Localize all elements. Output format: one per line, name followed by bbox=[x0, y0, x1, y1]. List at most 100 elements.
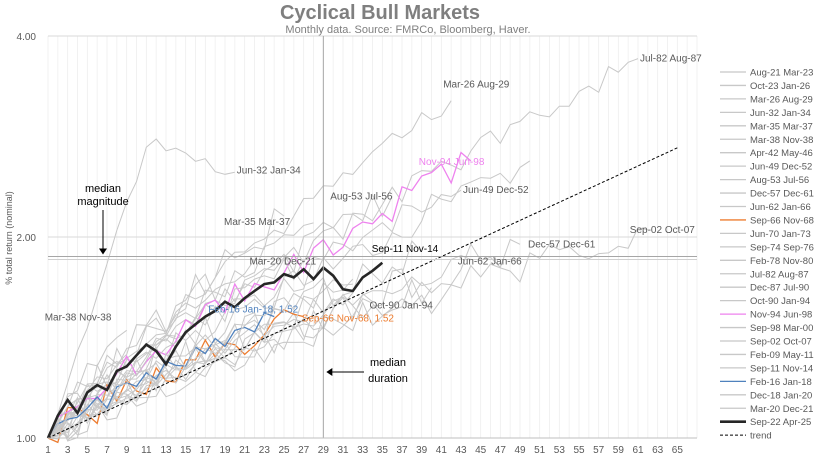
series-end-label: Jun-32 Jan-34 bbox=[237, 165, 301, 176]
median-duration-label: duration bbox=[368, 373, 408, 385]
legend-entry-label: Feb-16 Jan-18 bbox=[750, 377, 812, 388]
legend: Aug-21 Mar-23 Oct-23 Jan-26 Mar-26 Aug-29 J… bbox=[720, 68, 814, 442]
legend-entry-label: Dec-18 Jan-20 bbox=[750, 390, 812, 401]
legend-entry-label: Oct-23 Jan-26 bbox=[750, 81, 810, 92]
series-end-label: Sep-02 Oct-07 bbox=[630, 225, 695, 236]
legend-entry-label: Aug-21 Mar-23 bbox=[750, 68, 813, 79]
legend-entry-label: Mar-35 Mar-37 bbox=[750, 121, 813, 132]
x-tick-label: 61 bbox=[632, 445, 644, 456]
y-tick-label: 2.00 bbox=[17, 233, 37, 244]
x-tick-label: 5 bbox=[85, 445, 91, 456]
series-end-label: Mar-20 Dec-21 bbox=[250, 257, 317, 268]
legend-entry-label: Apr-42 May-46 bbox=[750, 148, 813, 159]
legend-entry-label: Sep-66 Nov-68 bbox=[750, 215, 814, 226]
series-line bbox=[47, 207, 285, 439]
x-tick-label: 47 bbox=[495, 445, 507, 456]
series-line bbox=[47, 240, 423, 439]
series-line bbox=[47, 257, 305, 439]
chart-subtitle: Monthly data. Source: FMRCo, Bloomberg, … bbox=[285, 24, 530, 36]
x-tick-label: 65 bbox=[672, 445, 684, 456]
x-tick-label: 3 bbox=[65, 445, 71, 456]
x-tick-label: 15 bbox=[180, 445, 192, 456]
series-line bbox=[47, 278, 432, 442]
x-tick-label: 59 bbox=[613, 445, 625, 456]
series-end-label: Mar-26 Aug-29 bbox=[443, 80, 510, 91]
x-tick-label: 41 bbox=[436, 445, 448, 456]
x-tick-label: 43 bbox=[455, 445, 467, 456]
legend-entry-label: Jul-82 Aug-87 bbox=[750, 269, 809, 280]
series-end-label: Aug-53 Jul-56 bbox=[330, 192, 393, 203]
x-tick-label: 55 bbox=[573, 445, 585, 456]
y-tick-label: 1.00 bbox=[17, 434, 37, 445]
legend-entry-label: Mar-20 Dec-21 bbox=[750, 404, 813, 415]
legend-entry-label: Oct-90 Jan-94 bbox=[750, 296, 810, 307]
x-tick-label: 1 bbox=[45, 445, 51, 456]
gridlines bbox=[47, 35, 698, 439]
series-end-label: Jul-82 Aug-87 bbox=[640, 54, 702, 65]
series-line bbox=[47, 138, 235, 439]
x-tick-label: 31 bbox=[337, 445, 349, 456]
median-duration-label: median bbox=[370, 357, 406, 369]
x-tick-label: 35 bbox=[377, 445, 389, 456]
chart-title: Cyclical Bull Markets bbox=[280, 2, 480, 24]
x-tick-label: 57 bbox=[593, 445, 605, 456]
series-line bbox=[47, 58, 639, 439]
legend-entry-label: Feb-09 May-11 bbox=[750, 350, 814, 361]
x-tick-label: 9 bbox=[124, 445, 130, 456]
x-tick-label: 25 bbox=[278, 445, 290, 456]
series-end-label: Sep-66 Nov-68, 1.52 bbox=[302, 314, 395, 325]
legend-entry-label: Feb-78 Nov-80 bbox=[750, 256, 813, 267]
series-lines bbox=[46, 58, 678, 444]
series-line bbox=[47, 259, 255, 439]
median-magnitude-label: magnitude bbox=[77, 196, 128, 208]
median-duration-arrowhead bbox=[326, 368, 333, 376]
legend-entry-label: Sep-98 Mar-00 bbox=[750, 323, 813, 334]
y-axis-label: % total return (nominal) bbox=[4, 191, 14, 285]
series-line bbox=[47, 278, 354, 439]
series-line bbox=[47, 238, 521, 442]
legend-entry-label: Mar-26 Aug-29 bbox=[750, 94, 813, 105]
series-line bbox=[47, 193, 393, 439]
x-tick-label: 11 bbox=[141, 445, 152, 456]
x-tick-label: 27 bbox=[298, 445, 310, 456]
x-tick-label: 51 bbox=[534, 445, 546, 456]
series-line bbox=[47, 292, 373, 440]
series-end-label: Nov-94 Jun-98 bbox=[419, 157, 485, 168]
series-end-label: Jun-49 Dec-52 bbox=[463, 185, 529, 196]
x-tick-label: 13 bbox=[160, 445, 172, 456]
y-tick-label: 4.00 bbox=[17, 32, 37, 43]
legend-entry-label: Dec-57 Dec-61 bbox=[750, 189, 814, 200]
x-tick-label: 53 bbox=[554, 445, 566, 456]
x-tick-label: 37 bbox=[396, 445, 408, 456]
median-magnitude-label: median bbox=[85, 183, 121, 195]
series-end-label: Oct-90 Jan-94 bbox=[370, 301, 434, 312]
series-line bbox=[47, 308, 285, 439]
x-tick-label: 17 bbox=[200, 445, 212, 456]
series-end-label: Sep-11 Nov-14 bbox=[372, 244, 439, 255]
x-tick-label: 23 bbox=[259, 445, 271, 456]
median-magnitude-arrowhead bbox=[99, 248, 107, 255]
x-tick-label: 49 bbox=[514, 445, 526, 456]
series-end-label: Mar-38 Nov-38 bbox=[45, 312, 112, 323]
legend-entry-label: Dec-87 Jul-90 bbox=[750, 283, 809, 294]
x-tick-label: 7 bbox=[104, 445, 110, 456]
x-tick-label: 33 bbox=[357, 445, 369, 456]
legend-entry-label: Mar-38 Nov-38 bbox=[750, 135, 813, 146]
legend-entry-label: Jun-70 Jan-73 bbox=[750, 229, 811, 240]
x-tick-label: 45 bbox=[475, 445, 487, 456]
legend-entry-label: Sep-11 Nov-14 bbox=[750, 363, 813, 374]
series-end-label: Jun-62 Jan-66 bbox=[458, 257, 522, 268]
legend-entry-label: Jun-62 Jan-66 bbox=[750, 202, 811, 213]
series-line bbox=[47, 311, 275, 439]
series-end-label: Mar-35 Mar-37 bbox=[224, 217, 291, 228]
x-tick-label: 19 bbox=[219, 445, 231, 456]
series-line bbox=[47, 100, 452, 439]
trend-line bbox=[47, 147, 678, 439]
legend-entry-label: Jun-32 Jan-34 bbox=[750, 108, 811, 119]
series-line bbox=[47, 227, 648, 439]
series-line bbox=[47, 279, 353, 439]
legend-entry-label: Sep-02 Oct-07 bbox=[750, 337, 812, 348]
